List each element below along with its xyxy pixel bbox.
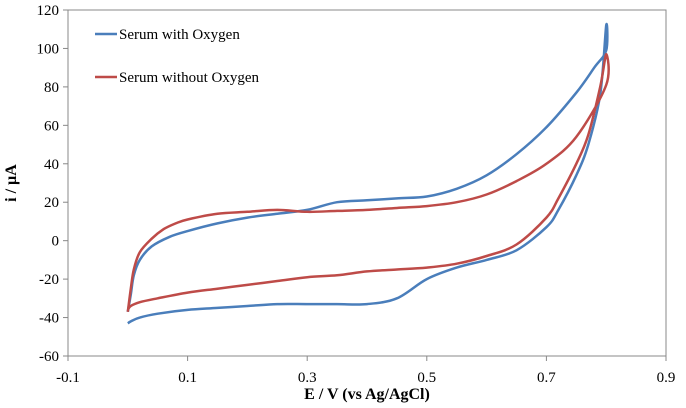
x-tick-label: 0.1 (178, 370, 197, 386)
y-tick-label: -40 (39, 311, 59, 327)
y-tick-label: 20 (44, 195, 59, 211)
series-lines (126, 22, 610, 325)
x-tick-label: -0.1 (56, 370, 80, 386)
x-tick-label: 0.3 (298, 370, 317, 386)
x-tick-label: 0.7 (537, 370, 556, 386)
y-tick-label: 100 (37, 41, 60, 57)
legend-label-with-oxygen: Serum with Oxygen (119, 27, 240, 43)
series-line-with-oxygen (126, 22, 609, 325)
y-tick-label: -20 (39, 272, 59, 288)
x-tick-label: 0.9 (657, 370, 676, 386)
y-tick-label: 0 (52, 234, 60, 250)
y-axis-title: i / µA (3, 164, 20, 202)
y-tick-label: 80 (44, 80, 59, 96)
legend: Serum with Oxygen Serum without Oxygen (95, 27, 259, 86)
y-tick-label: 120 (37, 3, 60, 19)
y-axis-ticks: -60 -40 -20 0 20 40 60 80 100 120 (37, 3, 68, 365)
y-tick-label: 60 (44, 118, 59, 134)
legend-label-without-oxygen: Serum without Oxygen (119, 70, 259, 86)
x-axis-title: E / V (vs Ag/AgCl) (304, 386, 430, 403)
y-tick-label: -60 (39, 349, 59, 365)
y-tick-label: 40 (44, 157, 59, 173)
plot-frame (67, 9, 667, 357)
series-line-without-oxygen (126, 52, 610, 312)
x-tick-label: 0.5 (417, 370, 436, 386)
x-axis-ticks: -0.1 0.1 0.3 0.5 0.7 0.9 (56, 356, 675, 386)
